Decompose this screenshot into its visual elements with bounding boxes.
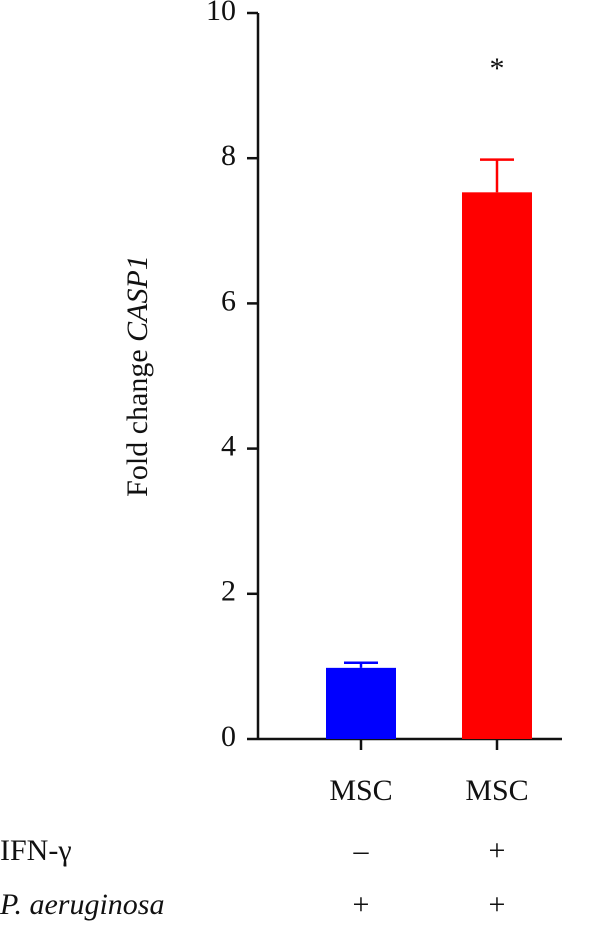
bar: [326, 667, 396, 739]
condition-value: –: [353, 834, 370, 867]
y-axis-label: Fold change CASP1: [121, 255, 154, 497]
bar: [462, 192, 532, 739]
y-tick-label: 2: [221, 575, 236, 608]
y-tick-label: 4: [221, 429, 236, 462]
y-tick-label: 6: [221, 284, 236, 317]
condition-value: +: [489, 888, 506, 921]
x-tick-label: MSC: [465, 774, 528, 807]
x-tick-label: MSC: [329, 774, 392, 807]
y-tick-label: 8: [221, 139, 236, 172]
y-axis-label-text: Fold change: [121, 349, 154, 496]
y-axis-label-gene: CASP1: [121, 255, 154, 342]
y-tick-label: 10: [206, 0, 236, 27]
condition-label: P. aeruginosa: [0, 888, 164, 921]
condition-value: +: [489, 834, 506, 867]
y-tick-label: 0: [221, 720, 236, 753]
condition-value: +: [353, 888, 370, 921]
condition-label: IFN-γ: [0, 834, 72, 867]
annotation: *: [490, 52, 505, 85]
